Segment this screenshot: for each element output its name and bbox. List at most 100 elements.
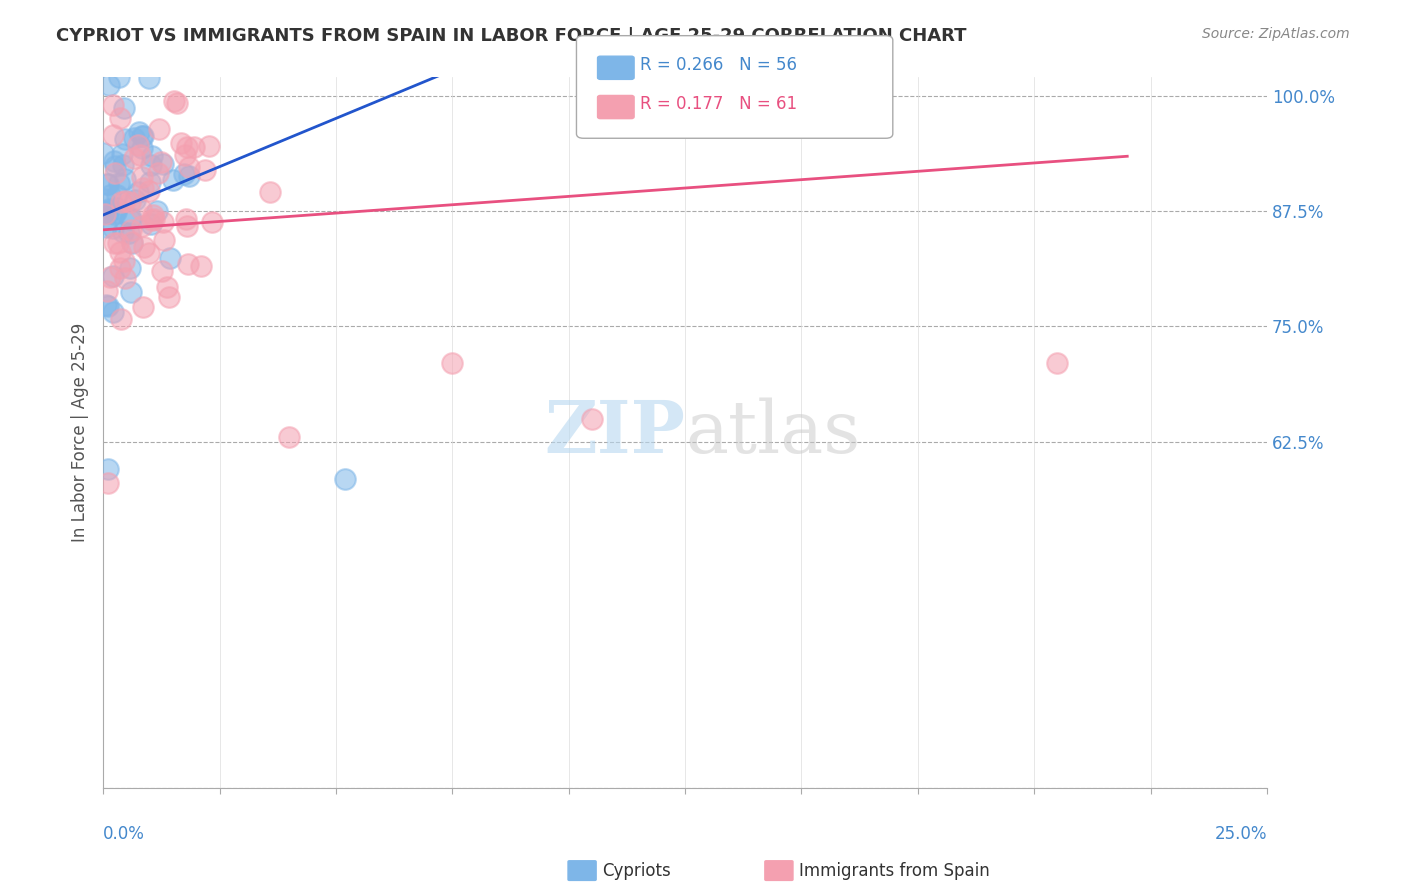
Text: Immigrants from Spain: Immigrants from Spain	[799, 862, 990, 880]
Point	[103, 153, 125, 168]
Point	[148, 166, 170, 180]
Point	[152, 157, 174, 171]
Point	[96, 203, 118, 218]
Point	[108, 260, 131, 275]
Point	[127, 185, 149, 199]
Point	[120, 223, 142, 237]
Point	[97, 299, 120, 313]
Point	[96, 284, 118, 298]
Point	[110, 111, 132, 125]
Point	[110, 195, 132, 210]
Point	[97, 476, 120, 491]
Point	[98, 188, 121, 202]
Point	[142, 208, 165, 222]
Point	[107, 235, 129, 250]
Point	[128, 125, 150, 139]
Point	[166, 96, 188, 111]
Point	[278, 430, 301, 444]
Point	[441, 356, 464, 370]
Point	[127, 138, 149, 153]
Point	[91, 146, 114, 161]
Point	[124, 131, 146, 145]
Point	[94, 205, 117, 219]
Point	[108, 245, 131, 260]
Point	[98, 270, 121, 285]
Point	[124, 193, 146, 207]
Point	[139, 175, 162, 189]
Point	[159, 251, 181, 265]
Point	[108, 70, 131, 85]
Point	[122, 151, 145, 165]
Point	[132, 181, 155, 195]
Point	[97, 177, 120, 191]
Point	[581, 411, 603, 425]
Point	[259, 185, 281, 199]
Point	[94, 298, 117, 312]
Point	[94, 220, 117, 235]
Point	[163, 94, 186, 108]
Point	[114, 271, 136, 285]
Text: Source: ZipAtlas.com: Source: ZipAtlas.com	[1202, 27, 1350, 41]
Point	[118, 194, 141, 209]
Point	[101, 98, 124, 112]
Point	[170, 136, 193, 150]
Point	[146, 203, 169, 218]
Text: ZIP: ZIP	[544, 397, 685, 468]
Point	[94, 206, 117, 220]
Point	[97, 462, 120, 476]
Text: 0.0%: 0.0%	[103, 824, 145, 843]
Point	[128, 148, 150, 162]
Text: atlas: atlas	[685, 397, 860, 467]
Point	[132, 300, 155, 314]
Point	[143, 211, 166, 226]
Point	[198, 138, 221, 153]
Point	[176, 219, 198, 233]
Y-axis label: In Labor Force | Age 25-29: In Labor Force | Age 25-29	[72, 323, 89, 542]
Point	[101, 304, 124, 318]
Point	[156, 280, 179, 294]
Text: R = 0.266   N = 56: R = 0.266 N = 56	[640, 56, 797, 74]
Point	[157, 290, 180, 304]
Point	[120, 285, 142, 300]
Point	[101, 128, 124, 142]
Point	[131, 140, 153, 154]
Point	[335, 472, 357, 486]
Point	[176, 140, 198, 154]
Point	[132, 240, 155, 254]
Point	[148, 121, 170, 136]
Point	[118, 226, 141, 240]
Point	[173, 167, 195, 181]
Point	[150, 263, 173, 277]
Point	[141, 217, 163, 231]
Point	[138, 246, 160, 260]
Point	[108, 176, 131, 190]
Point	[114, 132, 136, 146]
Point	[131, 219, 153, 233]
Point	[112, 158, 135, 172]
Point	[174, 211, 197, 226]
Point	[121, 235, 143, 250]
Text: CYPRIOT VS IMMIGRANTS FROM SPAIN IN LABOR FORCE | AGE 25-29 CORRELATION CHART: CYPRIOT VS IMMIGRANTS FROM SPAIN IN LABO…	[56, 27, 967, 45]
Point	[152, 215, 174, 229]
Point	[104, 166, 127, 180]
Point	[105, 202, 128, 216]
Point	[121, 235, 143, 250]
Text: Cypriots: Cypriots	[602, 862, 671, 880]
Point	[112, 253, 135, 268]
Point	[177, 257, 200, 271]
Point	[194, 162, 217, 177]
Point	[141, 149, 163, 163]
Point	[138, 70, 160, 85]
Point	[112, 101, 135, 115]
Point	[174, 148, 197, 162]
Point	[139, 158, 162, 172]
Point	[120, 211, 142, 226]
Point	[118, 261, 141, 276]
Point	[132, 129, 155, 144]
Text: R = 0.177   N = 61: R = 0.177 N = 61	[640, 95, 797, 113]
Point	[114, 172, 136, 186]
Point	[105, 205, 128, 219]
Point	[179, 160, 201, 174]
Point	[104, 159, 127, 173]
Point	[96, 177, 118, 191]
